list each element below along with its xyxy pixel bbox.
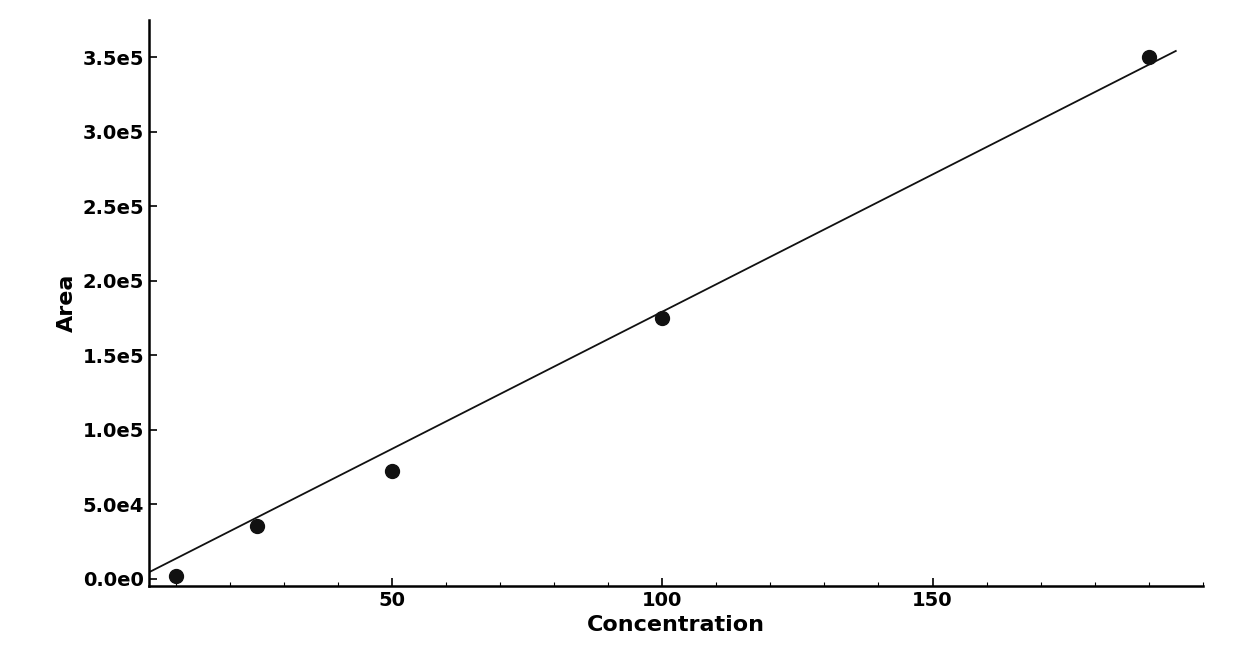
Point (247, 521, 267, 532)
X-axis label: Concentration: Concentration (587, 615, 765, 635)
Y-axis label: Area: Area (57, 274, 77, 332)
Point (166, 570, 186, 581)
Point (652, 312, 672, 323)
Point (382, 466, 402, 477)
Point (1138, 52, 1158, 63)
